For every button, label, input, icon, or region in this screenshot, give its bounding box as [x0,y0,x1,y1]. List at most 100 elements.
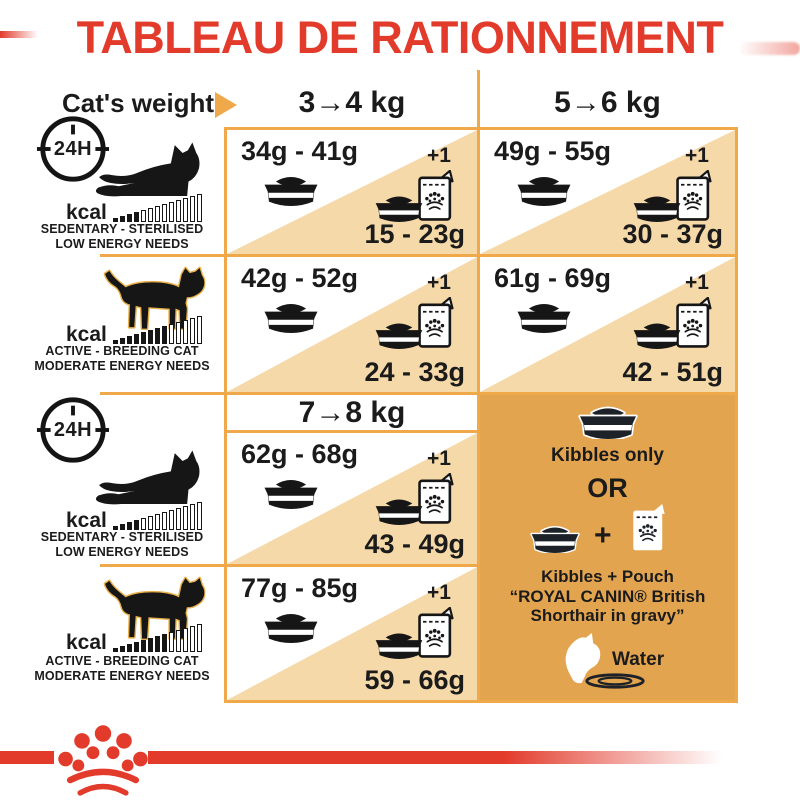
right-arrow-icon [215,92,237,118]
kibbles-with-pouch-amount: 59 - 66g [364,665,465,695]
plus-one-pouch-label: +1 [427,581,451,604]
kibbles-only-amount: 34g - 41g [241,136,359,166]
kibbles-with-pouch-amount: 30 - 37g [622,219,723,249]
food-bowl-icon [574,403,642,439]
kcal-bars-icon [112,316,202,344]
profile-description: SEDENTARY - STERILISED LOW ENERGY NEEDS [22,530,222,560]
kibbles-only-amount: 62g - 68g [241,439,359,469]
profile-line-2: MODERATE ENERGY NEEDS [34,669,210,683]
kibbles-with-pouch-amount: 43 - 49g [364,529,465,559]
kcal-label: kcal [66,201,107,224]
pouch-icon [630,503,668,553]
divider [224,430,480,433]
kcal-label: kcal [66,631,107,654]
food-bowl-icon [259,172,323,206]
water-label: Water [612,649,665,670]
plus-one-pouch-label: +1 [685,271,709,294]
plus-one-pouch-label: +1 [427,271,451,294]
profile-line-1: ACTIVE - BREEDING CAT [45,654,199,668]
plus-one-pouch-label: +1 [427,144,451,167]
weight-header-5-6kg: 5→6 kg [554,86,661,119]
kibbles-only-amount: 61g - 69g [494,263,612,293]
or-label: OR [587,473,628,503]
plus-one-pouch-label: +1 [685,144,709,167]
food-bowl-icon [629,319,685,349]
page-title: TABLEAU DE RATIONNEMENT [76,12,724,63]
divider [100,564,480,567]
kcal-label: kcal [66,509,107,532]
food-bowl-icon [371,629,427,659]
profile-description: ACTIVE - BREEDING CAT MODERATE ENERGY NE… [22,654,222,684]
food-bowl-icon [371,495,427,525]
energy-scale: kcal [66,192,202,224]
ration-cell-active-7-8kg: 77g - 85g +1 59 - 66g [227,567,477,700]
weight-header-7-8kg: 7→8 kg [298,396,406,429]
ration-cell-active-5-6kg: 61g - 69g +1 42 - 51g [480,257,735,392]
weight-header-3-4kg: 3→4 kg [298,86,406,119]
divider [224,700,738,703]
food-bowl-icon [371,319,427,349]
divider [100,254,738,257]
kibbles-only-amount: 42g - 52g [241,263,359,293]
profile-line-1: SEDENTARY - STERILISED [40,222,204,236]
ration-cell-active-3-4kg: 42g - 52g +1 24 - 33g [227,257,477,392]
plus-sign: + [594,519,612,552]
profile-description: SEDENTARY - STERILISED LOW ENERGY NEEDS [22,222,222,252]
24h-clock-icon: 24H [36,112,110,186]
energy-scale: kcal [66,500,202,532]
food-bowl-icon [259,299,323,333]
profile-line-2: MODERATE ENERGY NEEDS [34,359,210,373]
divider [735,127,738,703]
brand-stripe [148,751,740,764]
food-bowl-icon [512,172,576,206]
brand-stripe [0,751,54,764]
kcal-bars-icon [112,194,202,222]
kibbles-with-pouch-amount: 15 - 23g [364,219,465,249]
kibbles-with-pouch-amount: 42 - 51g [622,357,723,387]
royal-canin-crown-logo [56,718,150,800]
profile-line-2: LOW ENERGY NEEDS [55,545,189,559]
pouch-text-line-3: Shorthair in gravy” [530,606,685,625]
kcal-label: kcal [66,323,107,346]
kcal-bars-icon [112,502,202,530]
cats-weight-label: Cat's weight [62,88,215,118]
food-bowl-icon [629,192,685,222]
pouch-text-line-1: Kibbles + Pouch [541,567,674,586]
plus-one-pouch-label: +1 [427,447,451,470]
kibbles-with-pouch-amount: 24 - 33g [364,357,465,387]
profile-line-1: SEDENTARY - STERILISED [40,530,204,544]
kibbles-only-amount: 49g - 55g [494,136,612,166]
divider [224,127,227,703]
food-bowl-icon [512,299,576,333]
kibbles-only-label: Kibbles only [551,445,664,466]
ration-cell-sedentary-3-4kg: 34g - 41g +1 15 - 23g [227,130,477,254]
24h-label: 24H [53,137,93,160]
food-bowl-icon [259,609,323,643]
energy-scale: kcal [66,622,202,654]
food-bowl-icon [371,192,427,222]
24h-label: 24H [53,418,93,441]
pouch-text-line-2: “ROYAL CANIN® British [509,586,706,606]
sedentary-cat-icon [86,444,210,506]
red-accent-right [738,42,800,55]
red-accent-left [0,31,38,38]
kibbles-plus-pouch-description: Kibbles + Pouch “ROYAL CANIN® British Sh… [480,567,735,626]
divider [477,70,480,700]
divider [224,127,738,130]
water-ripples-icon [584,671,646,691]
profile-line-2: LOW ENERGY NEEDS [55,237,189,251]
ration-cell-sedentary-7-8kg: 62g - 68g +1 43 - 49g [227,433,477,564]
kcal-bars-icon [112,624,202,652]
food-bowl-icon [526,523,584,553]
energy-scale: kcal [66,314,202,346]
food-bowl-icon [259,475,323,509]
mixed-feeding-panel: Kibbles only OR + Kibbles + Pouch “ROYAL… [480,395,735,700]
profile-line-1: ACTIVE - BREEDING CAT [45,344,199,358]
divider [100,392,738,395]
ration-cell-sedentary-5-6kg: 49g - 55g +1 30 - 37g [480,130,735,254]
24h-clock-icon: 24H [36,393,110,467]
kibbles-only-amount: 77g - 85g [241,573,359,603]
sedentary-cat-icon [86,136,210,198]
profile-description: ACTIVE - BREEDING CAT MODERATE ENERGY NE… [22,344,222,374]
